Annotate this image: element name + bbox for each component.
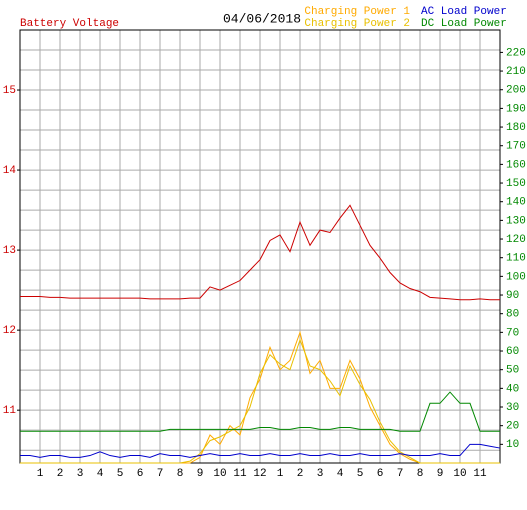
series-line bbox=[20, 204, 500, 301]
y2-tick-label: 40 bbox=[506, 383, 519, 395]
y2-tick-label: 220 bbox=[506, 47, 526, 59]
x-tick-label: 7 bbox=[157, 468, 164, 480]
x-tick-label: 1 bbox=[277, 468, 284, 480]
y2-tick-label: 100 bbox=[506, 271, 526, 283]
x-tick-label: 5 bbox=[117, 468, 124, 480]
legend-entry: Battery Voltage bbox=[20, 18, 119, 30]
y2-tick-label: 70 bbox=[506, 327, 519, 339]
legend-entry: AC Load Power bbox=[421, 6, 507, 18]
x-tick-label: 12 bbox=[253, 468, 266, 480]
y-tick-label: 15 bbox=[3, 85, 16, 97]
y2-tick-label: 10 bbox=[506, 439, 519, 451]
y2-tick-label: 60 bbox=[506, 346, 519, 358]
y-tick-label: 12 bbox=[3, 325, 16, 337]
series-line bbox=[20, 338, 500, 464]
x-tick-label: 1 bbox=[37, 468, 44, 480]
y2-tick-label: 30 bbox=[506, 402, 519, 414]
x-tick-label: 3 bbox=[77, 468, 84, 480]
y2-tick-label: 210 bbox=[506, 66, 526, 78]
x-tick-label: 10 bbox=[213, 468, 226, 480]
x-tick-label: 4 bbox=[97, 468, 104, 480]
y2-tick-label: 20 bbox=[506, 421, 519, 433]
x-tick-label: 6 bbox=[377, 468, 384, 480]
y2-tick-label: 140 bbox=[506, 197, 526, 209]
y2-tick-label: 180 bbox=[506, 122, 526, 134]
x-tick-label: 7 bbox=[397, 468, 404, 480]
legend-entry: Charging Power 1 bbox=[304, 6, 410, 18]
y2-tick-label: 150 bbox=[506, 178, 526, 190]
y2-tick-label: 120 bbox=[506, 234, 526, 246]
plot-frame bbox=[19, 29, 501, 464]
y2-tick-label: 160 bbox=[506, 159, 526, 171]
y2-tick-label: 130 bbox=[506, 215, 526, 227]
x-tick-label: 9 bbox=[437, 468, 444, 480]
x-tick-label: 2 bbox=[297, 468, 304, 480]
y2-tick-label: 170 bbox=[506, 141, 526, 153]
x-tick-label: 3 bbox=[317, 468, 324, 480]
legend-entry: Charging Power 2 bbox=[304, 18, 410, 30]
x-tick-label: 11 bbox=[233, 468, 247, 480]
x-tick-label: 8 bbox=[177, 468, 184, 480]
series-line bbox=[20, 391, 500, 432]
y2-tick-label: 190 bbox=[506, 103, 526, 115]
chart-date: 04/06/2018 bbox=[223, 11, 301, 26]
y2-tick-label: 50 bbox=[506, 365, 519, 377]
legend-entry: DC Load Power bbox=[421, 18, 507, 30]
x-tick-label: 8 bbox=[417, 468, 424, 480]
x-tick-label: 10 bbox=[453, 468, 466, 480]
x-tick-label: 2 bbox=[57, 468, 64, 480]
x-tick-label: 6 bbox=[137, 468, 144, 480]
x-tick-label: 11 bbox=[473, 468, 487, 480]
series-line bbox=[20, 443, 501, 458]
y-tick-label: 13 bbox=[3, 245, 16, 257]
y-tick-label: 14 bbox=[3, 165, 17, 177]
y2-tick-label: 90 bbox=[506, 290, 519, 302]
x-tick-label: 5 bbox=[357, 468, 364, 480]
x-tick-label: 4 bbox=[337, 468, 344, 480]
x-tick-label: 9 bbox=[197, 468, 204, 480]
y2-tick-label: 200 bbox=[506, 85, 526, 97]
y2-tick-label: 80 bbox=[506, 309, 519, 321]
y-tick-label: 11 bbox=[3, 405, 17, 417]
y2-tick-label: 110 bbox=[506, 253, 526, 265]
